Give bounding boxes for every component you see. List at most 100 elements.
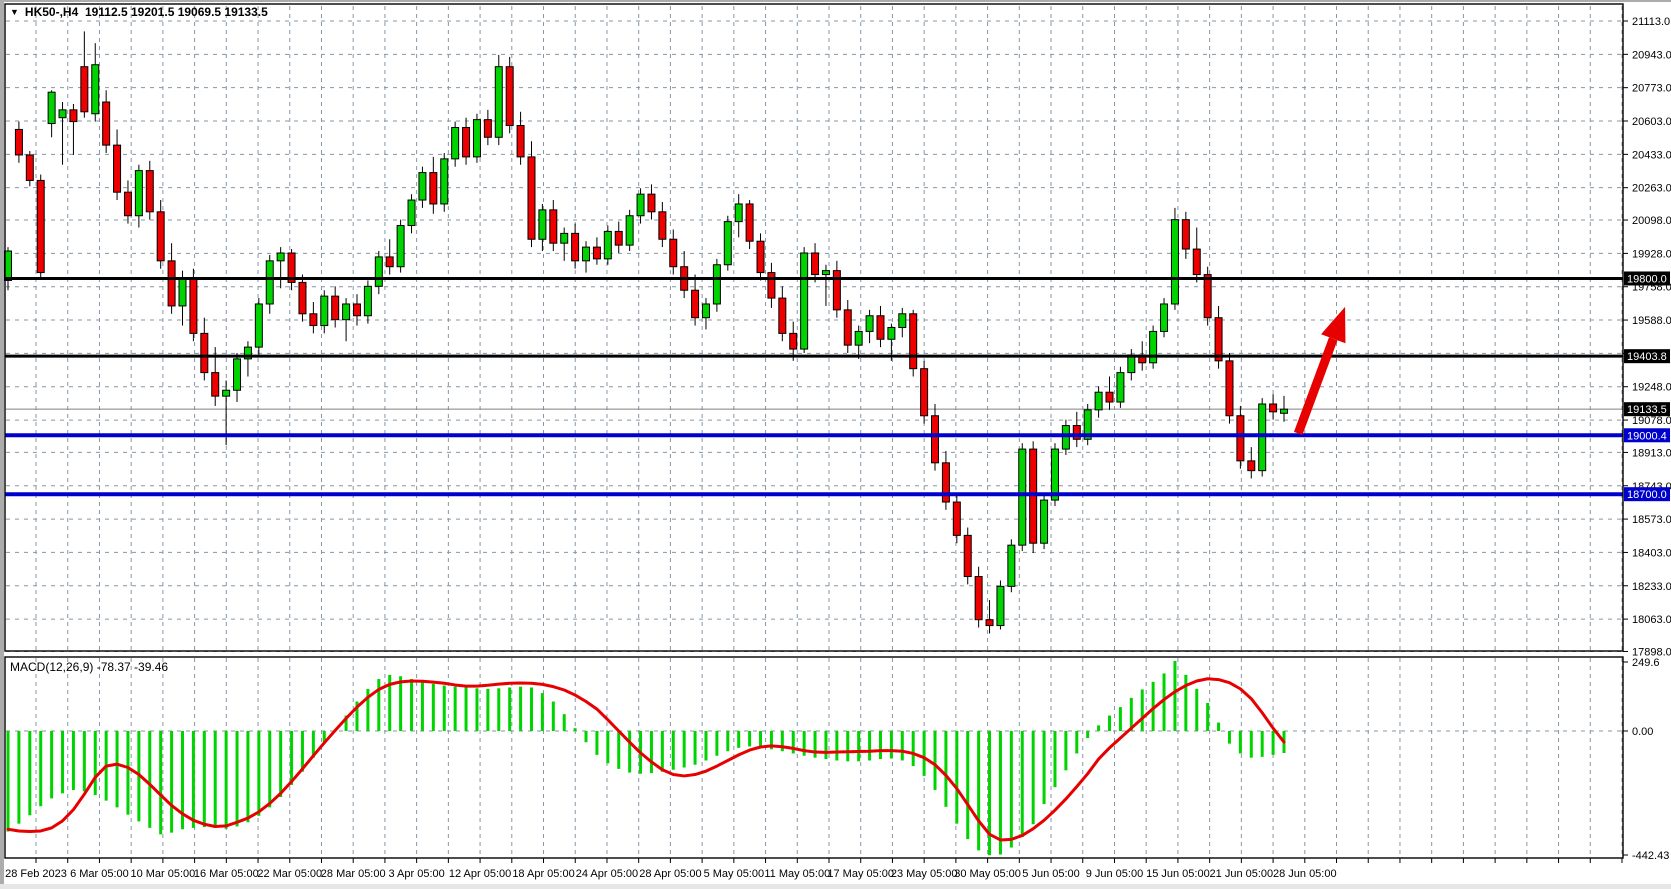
macd-histogram-bar (148, 731, 152, 828)
macd-histogram-bar (682, 731, 686, 768)
candle (1116, 372, 1125, 403)
price-tick-label: 19248.0 (1632, 382, 1671, 394)
date-label: 6 Mar 05:00 (70, 868, 129, 880)
candle (778, 297, 787, 334)
macd-histogram-bar (1009, 731, 1013, 848)
candle (58, 109, 67, 119)
price-axis[interactable]: 21113.0 20943.0 20773.0 20603.0 20433.0 20263… (1623, 16, 1671, 862)
macd-histogram-bar (1217, 722, 1221, 731)
date-label: 28 Apr 05:00 (639, 868, 701, 880)
macd-histogram-bar (791, 731, 795, 754)
macd-histogram-bar (1173, 660, 1177, 731)
candle (451, 126, 460, 160)
macd-histogram-bar (595, 731, 599, 755)
candle (145, 170, 154, 213)
candle (309, 313, 318, 327)
candle (462, 126, 471, 158)
candle (974, 576, 983, 621)
macd-histogram-bar (300, 731, 304, 772)
macd-histogram-bar (1184, 674, 1188, 731)
candle (14, 128, 23, 156)
candle (407, 199, 416, 227)
price-badge (1624, 271, 1670, 286)
macd-histogram-bar (1075, 731, 1079, 754)
date-label: 30 May 05:00 (954, 868, 1021, 880)
candle (614, 230, 623, 246)
candle (1269, 403, 1278, 413)
chart-title-ohlc: HK50-,H4 19112.5 19201.5 19069.5 19133.5 (24, 5, 268, 19)
candle (1061, 425, 1070, 450)
macd-histogram-bar (540, 693, 544, 731)
macd-histogram-bar (6, 731, 10, 832)
candle (287, 252, 296, 283)
macd-histogram-bar (1260, 731, 1264, 757)
price-badge (1624, 428, 1670, 443)
chevron-down-icon[interactable]: ▼ (10, 6, 19, 17)
trend-arrow (1293, 306, 1346, 435)
candle (647, 193, 656, 213)
price-tick-label: 20098.0 (1632, 215, 1671, 227)
candle (396, 225, 405, 268)
window-frame-bottom (0, 884, 1671, 889)
macd-histogram-bar (377, 679, 381, 731)
candle (1094, 391, 1103, 411)
macd-histogram-bar (322, 731, 326, 744)
macd-histogram-bar (726, 731, 730, 752)
date-label: 22 Mar 05:00 (257, 868, 322, 880)
macd-histogram-bar (617, 731, 621, 769)
macd-histogram-bar (704, 731, 708, 761)
price-badge (1624, 402, 1670, 417)
macd-histogram-bar (1227, 731, 1231, 744)
grid-layer (6, 6, 1623, 857)
chart-title-bar: ▼ HK50-,H4 19112.5 19201.5 19069.5 19133.… (10, 5, 268, 19)
main-panel-border (4, 3, 1624, 652)
macd-histogram-bar (93, 731, 97, 796)
macd-histogram-bar (1140, 689, 1144, 731)
window-frame-top (0, 0, 1671, 2)
date-label: 23 May 05:00 (891, 868, 958, 880)
macd-tick-label: 249.6 (1632, 657, 1660, 669)
macd-histogram-bar (202, 731, 206, 828)
candle (233, 358, 242, 391)
candle (767, 272, 776, 299)
macd-histogram-bar (170, 731, 174, 833)
macd-histogram-bar (497, 688, 501, 731)
price-tick-label: 18913.0 (1632, 447, 1671, 459)
macd-histogram-bar (922, 731, 926, 776)
candle (222, 389, 231, 397)
macd-histogram-bar (82, 731, 86, 792)
macd-histogram-bar (61, 731, 65, 794)
macd-histogram-bar (1162, 673, 1166, 731)
candle (25, 154, 34, 181)
candle (276, 252, 285, 262)
candle (800, 252, 809, 350)
macd-histogram-bar (551, 701, 555, 731)
candle (931, 415, 940, 464)
macd-histogram-bar (50, 731, 54, 799)
candle (701, 303, 710, 319)
candle (200, 332, 209, 374)
macd-layer (6, 660, 1286, 856)
candle (538, 209, 547, 240)
macd-histogram-bar (1151, 681, 1155, 731)
candle (898, 313, 907, 329)
price-badge-label: 18700.0 (1627, 489, 1667, 501)
candle (320, 295, 329, 327)
candle (996, 585, 1005, 627)
candle (429, 172, 438, 205)
candle (1181, 219, 1190, 250)
macd-histogram-bar (998, 731, 1002, 855)
macd-histogram-bar (1108, 715, 1112, 731)
macd-histogram-bar (1118, 707, 1122, 731)
macd-histogram-bar (399, 676, 403, 731)
candle (843, 309, 852, 346)
candle (571, 232, 580, 262)
date-label: 18 Apr 05:00 (512, 868, 574, 880)
macd-signal-line (6, 677, 1286, 842)
macd-tick-label: 0.00 (1632, 726, 1653, 738)
candle (265, 260, 274, 305)
macd-histogram-bar (955, 731, 959, 824)
macd-histogram-bar (464, 687, 468, 731)
